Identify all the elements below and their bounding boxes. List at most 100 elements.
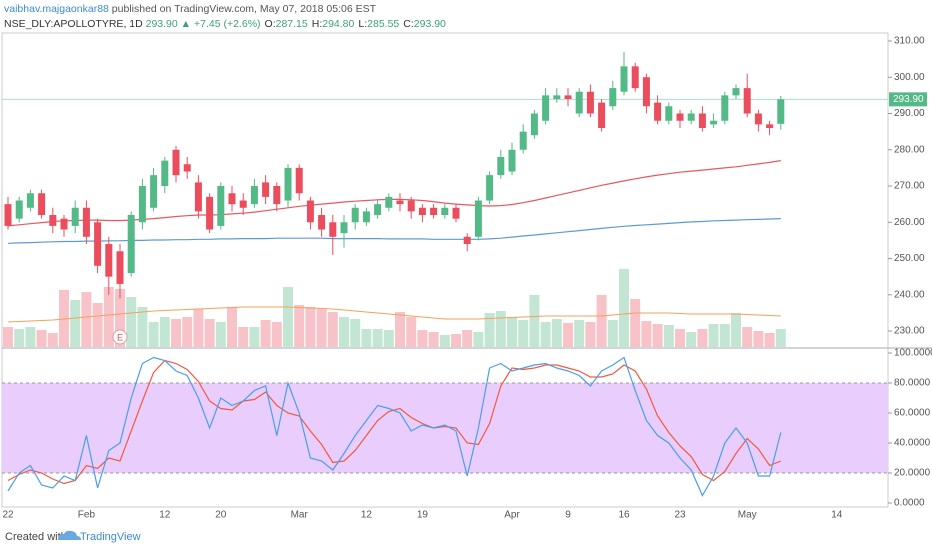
volume-bar	[361, 329, 372, 347]
x-tick-label: 19	[417, 510, 429, 521]
x-tick-label: Apr	[504, 510, 520, 521]
oscillator-line	[7, 356, 782, 497]
y-tick-label: 0.0000	[894, 498, 925, 509]
candle-body	[463, 236, 471, 245]
volume-bar	[47, 333, 58, 347]
candle-body	[38, 193, 46, 216]
volume-bar	[227, 307, 237, 347]
volume-bar	[339, 317, 349, 347]
volume-bar	[406, 317, 417, 347]
y-tick-label: 240.00	[894, 289, 925, 300]
x-tick-label: 16	[618, 510, 630, 521]
candle-body	[4, 204, 12, 226]
candle-body	[127, 215, 135, 274]
volume-bar	[350, 319, 361, 347]
candle-body	[217, 186, 225, 226]
volume-bar	[495, 311, 506, 347]
candle-body	[306, 200, 314, 223]
candle-body	[418, 207, 426, 216]
candle-body	[49, 215, 57, 226]
volume-bar	[731, 313, 741, 347]
logo	[58, 530, 81, 540]
volume-bar	[518, 320, 529, 347]
price: 293.90	[146, 18, 178, 30]
x-tick-label: 22	[2, 510, 14, 521]
y-tick-label: 280.00	[894, 144, 925, 155]
volume-bar	[551, 319, 562, 347]
volume-bar	[126, 297, 137, 347]
ohlc-value: 287.15	[276, 18, 308, 30]
volume-bar	[663, 325, 674, 347]
volume-bar	[641, 321, 652, 347]
ohlc-label: L:	[358, 18, 367, 30]
volume-bar	[260, 320, 271, 347]
frame	[1, 32, 889, 508]
header: vaibhav.majgaonkar88 published on Tradin…	[4, 3, 377, 15]
volume-bar	[686, 332, 697, 347]
volume-bar	[753, 331, 764, 347]
volume-bar	[204, 319, 215, 347]
change: ▲ +7.45 (+2.6%)	[181, 18, 261, 30]
x-tick-label: Mar	[291, 510, 309, 521]
candle-body	[754, 113, 762, 125]
candle-body	[642, 77, 650, 107]
volume-bar	[383, 330, 394, 347]
volume-bar	[25, 327, 36, 347]
volume-bar	[92, 303, 103, 347]
candle-body	[71, 207, 79, 226]
volume-bar	[3, 327, 13, 347]
volume-bar	[372, 329, 383, 347]
candle-body	[598, 102, 606, 128]
y-tick-label: 20.0000	[894, 468, 931, 479]
volume-bar	[70, 300, 81, 347]
ohlc-label: H:	[312, 18, 323, 30]
volume-bar	[159, 317, 170, 347]
y-tick-label: 270.00	[894, 181, 925, 192]
candle-body	[586, 91, 594, 114]
candle-body	[542, 95, 550, 121]
candle-body	[228, 193, 236, 205]
volume-bar	[675, 329, 685, 347]
candle-body	[698, 113, 706, 128]
candle-body	[687, 113, 695, 121]
candle-body	[318, 215, 326, 230]
volume-bar	[182, 317, 193, 347]
footer-created: Created with	[5, 531, 67, 543]
volume-bar	[417, 330, 428, 347]
candle-body	[116, 251, 124, 284]
y-tick-label: 300.00	[894, 72, 925, 83]
y-tick-label: 260.00	[894, 217, 925, 228]
volume-bar	[14, 329, 25, 347]
candle-body	[743, 88, 751, 114]
x-tick-label: 12	[159, 510, 171, 521]
candle-body	[474, 200, 482, 237]
candle-body	[564, 95, 572, 99]
earnings-label: E	[117, 332, 123, 342]
candle-body	[138, 186, 146, 223]
candle-body	[161, 160, 169, 187]
volume-bar	[462, 330, 473, 347]
moving-average	[7, 218, 781, 244]
candle-body	[654, 102, 662, 121]
author: vaibhav.majgaonkar88	[4, 3, 109, 15]
volume-bar	[327, 312, 338, 347]
volume-bar	[630, 299, 641, 347]
candle-body	[486, 175, 494, 201]
x-tick-label: Feb	[78, 510, 96, 521]
candle-body	[407, 200, 415, 212]
y-tick-label: 290.00	[894, 108, 925, 119]
volume-bar	[708, 324, 719, 347]
candle-body	[273, 186, 281, 205]
candle-body	[340, 222, 348, 234]
candle-body	[105, 244, 113, 277]
candle-body	[262, 182, 270, 197]
volume-bar	[294, 305, 305, 347]
volume-bar	[697, 329, 708, 347]
y-tick-label: 40.0000	[894, 438, 931, 449]
y-tick-label: 60.0000	[894, 408, 931, 419]
candle-body	[362, 211, 370, 223]
oscillator-line	[7, 359, 782, 485]
volume-bar	[305, 307, 316, 347]
candle-body	[665, 106, 673, 121]
x-tick-label: 23	[674, 510, 686, 521]
